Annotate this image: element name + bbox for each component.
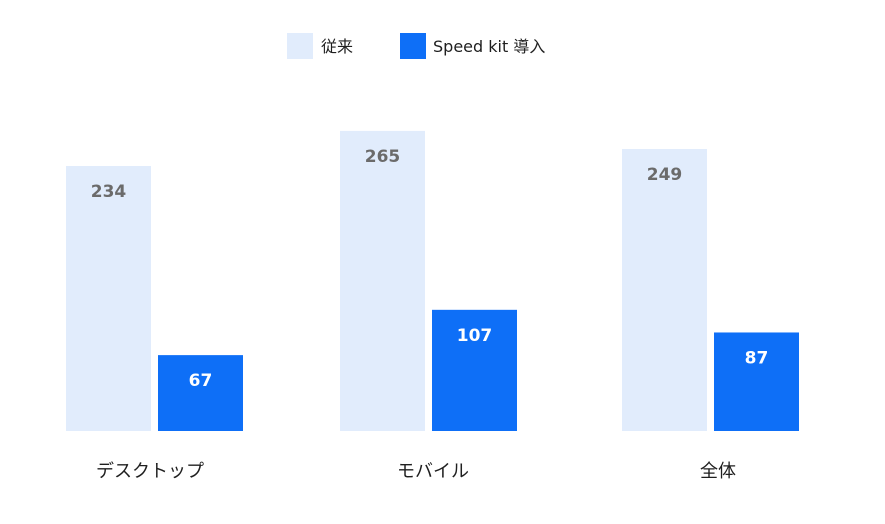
legend-swatch-speedkit bbox=[400, 33, 426, 59]
value-label-speedkit-1: 107 bbox=[457, 326, 493, 346]
bar-baseline-2 bbox=[622, 149, 707, 431]
bar-speedkit-2 bbox=[714, 332, 799, 431]
value-labels: 234 265 249 67 107 87 bbox=[91, 147, 769, 391]
legend-label-speedkit: Speed kit 導入 bbox=[433, 37, 545, 56]
value-label-baseline-0: 234 bbox=[91, 182, 127, 202]
category-label-1: モバイル bbox=[397, 461, 469, 482]
legend-swatch-baseline bbox=[287, 33, 313, 59]
legend: 従来 Speed kit 導入 bbox=[287, 33, 545, 59]
value-label-speedkit-2: 87 bbox=[745, 348, 769, 368]
category-labels: デスクトップ モバイル 全体 bbox=[96, 461, 736, 482]
bar-speedkit-0 bbox=[158, 355, 243, 431]
category-label-0: デスクトップ bbox=[96, 461, 204, 482]
bar-baseline-0 bbox=[66, 165, 151, 431]
bar-speedkit-1 bbox=[432, 309, 517, 431]
value-label-speedkit-0: 67 bbox=[189, 371, 213, 391]
category-label-2: 全体 bbox=[700, 461, 736, 482]
legend-label-baseline: 従来 bbox=[321, 37, 353, 56]
value-label-baseline-2: 249 bbox=[647, 165, 683, 185]
bar-baseline-1 bbox=[340, 130, 425, 431]
value-label-baseline-1: 265 bbox=[365, 147, 401, 167]
bars bbox=[66, 130, 799, 431]
